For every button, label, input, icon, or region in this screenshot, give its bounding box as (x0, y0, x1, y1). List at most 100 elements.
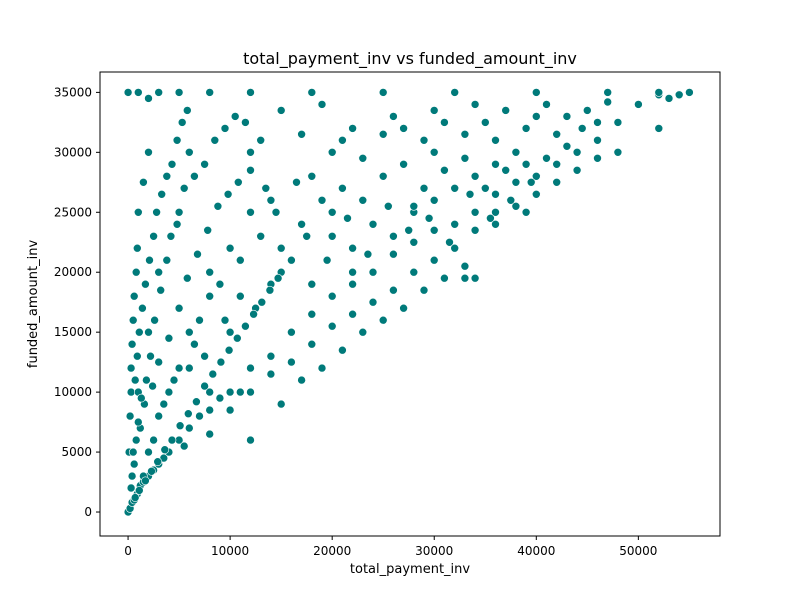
data-point (348, 279, 357, 289)
data-point (552, 178, 562, 187)
data-point (153, 457, 162, 467)
data-point (225, 387, 235, 397)
data-point (521, 160, 531, 169)
data-point (338, 136, 347, 145)
data-point (134, 417, 143, 427)
x-axis-label: total_payment_inv (350, 562, 470, 577)
data-point (593, 136, 602, 145)
data-point (144, 327, 153, 337)
data-point (246, 166, 255, 175)
data-point (126, 363, 136, 373)
data-point (542, 100, 551, 109)
data-point (138, 303, 147, 313)
data-point (246, 88, 255, 97)
data-point (343, 214, 352, 223)
data-point (185, 327, 194, 337)
data-point (139, 178, 148, 187)
data-point (129, 291, 139, 301)
data-point (233, 333, 242, 343)
data-point (246, 363, 255, 373)
data-point (389, 112, 398, 121)
data-point (358, 327, 368, 337)
data-point (144, 94, 153, 103)
data-point (429, 226, 439, 235)
data-point (154, 357, 163, 367)
data-point (205, 291, 214, 301)
data-point (470, 273, 480, 283)
data-point (224, 345, 234, 355)
data-point (327, 208, 337, 217)
data-point (144, 148, 153, 157)
data-point (164, 387, 174, 397)
data-point (531, 190, 541, 199)
data-point (135, 327, 144, 337)
data-point (338, 345, 347, 355)
data-point (287, 357, 296, 367)
data-point (152, 208, 161, 217)
data-point (230, 112, 240, 121)
data-point (552, 160, 562, 169)
data-point (389, 249, 398, 259)
data-point (205, 88, 214, 97)
data-point (582, 106, 592, 115)
data-point (208, 369, 218, 379)
data-point (450, 184, 460, 193)
data-point (234, 178, 243, 187)
data-point (491, 220, 500, 229)
data-point (287, 327, 296, 337)
data-point (429, 106, 439, 115)
data-point (200, 351, 209, 361)
data-point (220, 315, 230, 325)
data-point (145, 255, 154, 265)
data-point (131, 267, 141, 277)
data-point (266, 369, 276, 379)
data-point (429, 148, 439, 157)
data-point (409, 267, 419, 277)
data-point (327, 232, 337, 241)
data-point (511, 202, 521, 211)
data-point (125, 411, 135, 421)
data-point (205, 387, 214, 397)
y-tick-label: 0 (84, 505, 92, 519)
data-point (460, 154, 470, 163)
y-tick-label: 10000 (54, 385, 92, 399)
data-points (123, 88, 694, 517)
data-point (174, 208, 184, 217)
data-point (225, 243, 235, 253)
data-point (126, 483, 136, 493)
data-point (664, 94, 674, 103)
data-point (521, 124, 531, 133)
data-point (307, 279, 317, 289)
data-point (166, 232, 176, 241)
data-point (177, 118, 187, 127)
data-point (358, 196, 368, 205)
data-point (130, 375, 140, 385)
data-point (368, 297, 378, 307)
x-tick-label: 10000 (211, 544, 249, 558)
data-point (265, 285, 275, 295)
data-point (276, 399, 286, 409)
data-point (162, 172, 172, 181)
data-point (130, 493, 140, 502)
data-point (162, 255, 172, 265)
data-point (470, 100, 480, 109)
x-tick-label: 0 (124, 544, 132, 558)
data-point (521, 208, 531, 217)
data-point (183, 106, 192, 115)
data-point (195, 411, 204, 421)
data-point (445, 238, 454, 247)
data-point (399, 303, 408, 313)
data-point (141, 476, 150, 486)
data-point (127, 471, 137, 481)
data-point (577, 124, 587, 133)
data-point (389, 285, 398, 295)
data-point (175, 421, 185, 431)
data-point (241, 321, 250, 331)
data-point (317, 100, 327, 109)
data-point (134, 208, 143, 217)
data-point (261, 184, 271, 193)
data-point (654, 88, 664, 97)
data-point (491, 190, 500, 199)
data-point (378, 315, 388, 325)
x-tick-label: 20000 (313, 544, 351, 558)
